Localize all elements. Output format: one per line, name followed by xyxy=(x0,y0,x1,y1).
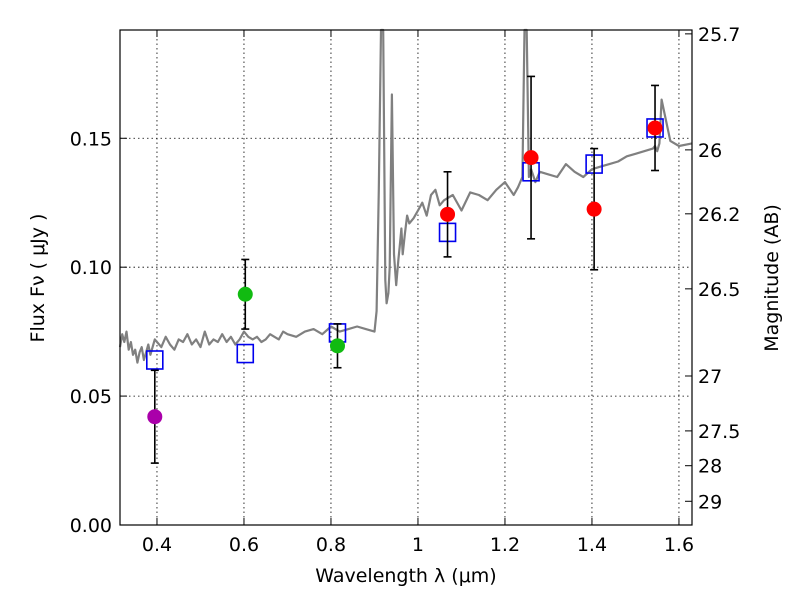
x-tick-label: 1.4 xyxy=(577,534,607,556)
y-tick-label: 0.10 xyxy=(70,257,112,279)
right-tick-label: 27.5 xyxy=(698,421,740,443)
data-point-green xyxy=(237,286,253,302)
sed-model-line xyxy=(118,28,693,364)
model-box-marker xyxy=(145,350,164,370)
x-tick-label: 1.6 xyxy=(664,534,694,556)
x-tick-label: 0.6 xyxy=(229,534,259,556)
plot-frame xyxy=(119,29,693,526)
right-tick-label: 25.7 xyxy=(698,24,740,46)
tick-layer: 0.4 0.6 0.8 1 1.2 1.4 1.6 0.00 0.05 0.10 0.15 25.7 2… xyxy=(70,24,741,556)
grid xyxy=(120,30,692,525)
y-tick-label: 0.15 xyxy=(70,128,112,150)
point-layer xyxy=(147,120,663,425)
data-point-green xyxy=(329,338,345,354)
right-tick-label: 28 xyxy=(698,456,722,478)
model-box-marker xyxy=(236,343,255,364)
x-tick-label: 1 xyxy=(412,534,424,556)
data-point-red xyxy=(647,120,663,136)
right-axis-title: Magnitude (AB) xyxy=(761,204,783,352)
y-axis-title: Flux Fν ( μJy ) xyxy=(27,214,49,343)
x-tick-label: 0.4 xyxy=(142,534,172,556)
x-tick-label: 0.8 xyxy=(316,534,346,556)
data-point-purple xyxy=(147,409,163,425)
data-point-red xyxy=(586,201,602,217)
right-tick-label: 26.2 xyxy=(698,204,740,226)
right-tick-label: 27 xyxy=(698,366,722,388)
plot-background xyxy=(120,30,692,525)
y-tick-label: 0.05 xyxy=(70,386,112,408)
x-axis-title: Wavelength λ (μm) xyxy=(315,565,496,587)
sed-model-layer xyxy=(118,28,693,364)
right-tick-label: 29 xyxy=(698,491,722,513)
data-point-red xyxy=(440,206,456,222)
right-tick-label: 26.5 xyxy=(698,279,740,301)
x-tick-label: 1.2 xyxy=(490,534,520,556)
right-tick-label: 26 xyxy=(698,140,722,162)
data-point-red xyxy=(523,150,539,166)
y-tick-label: 0.00 xyxy=(70,515,112,537)
